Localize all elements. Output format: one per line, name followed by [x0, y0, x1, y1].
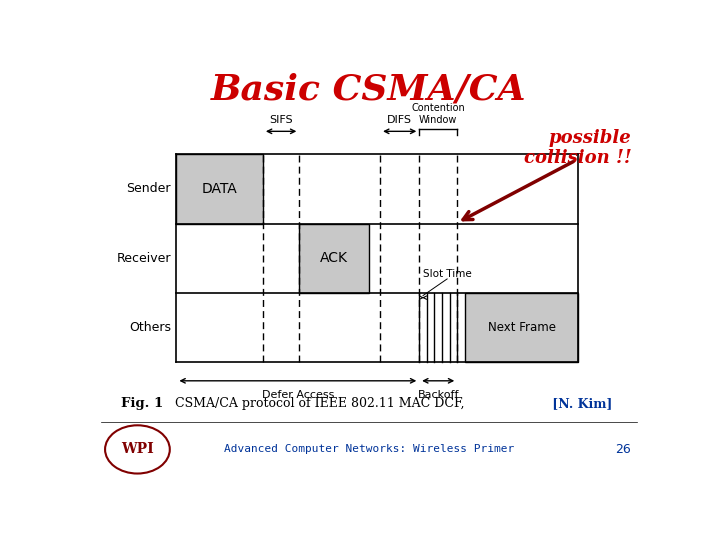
Text: Sender: Sender	[127, 183, 171, 195]
Text: [N. Kim]: [N. Kim]	[547, 397, 612, 410]
Text: Fig. 1: Fig. 1	[121, 397, 163, 410]
Text: Basic CSMA/CA: Basic CSMA/CA	[211, 73, 527, 107]
Text: WPI: WPI	[121, 442, 154, 456]
Text: 26: 26	[615, 443, 631, 456]
Text: Advanced Computer Networks: Wireless Primer: Advanced Computer Networks: Wireless Pri…	[224, 444, 514, 455]
Text: CSMA/CA protocol of IEEE 802.11 MAC DCF,: CSMA/CA protocol of IEEE 802.11 MAC DCF,	[163, 397, 464, 410]
Text: DATA: DATA	[202, 182, 238, 196]
Text: Defer Access: Defer Access	[261, 390, 334, 400]
Text: ACK: ACK	[320, 251, 348, 265]
Bar	[465, 293, 578, 362]
Text: possible
collision !!: possible collision !!	[523, 129, 631, 167]
Text: Backoff: Backoff	[418, 390, 459, 400]
Text: Next Frame: Next Frame	[487, 321, 556, 334]
Text: SIFS: SIFS	[269, 115, 293, 125]
Text: Others: Others	[129, 321, 171, 334]
Bar	[300, 224, 369, 293]
Text: Contention
Window: Contention Window	[411, 104, 465, 125]
Bar	[176, 154, 263, 224]
Text: Slot Time: Slot Time	[423, 269, 472, 279]
Text: DIFS: DIFS	[387, 115, 412, 125]
Text: Receiver: Receiver	[117, 252, 171, 265]
